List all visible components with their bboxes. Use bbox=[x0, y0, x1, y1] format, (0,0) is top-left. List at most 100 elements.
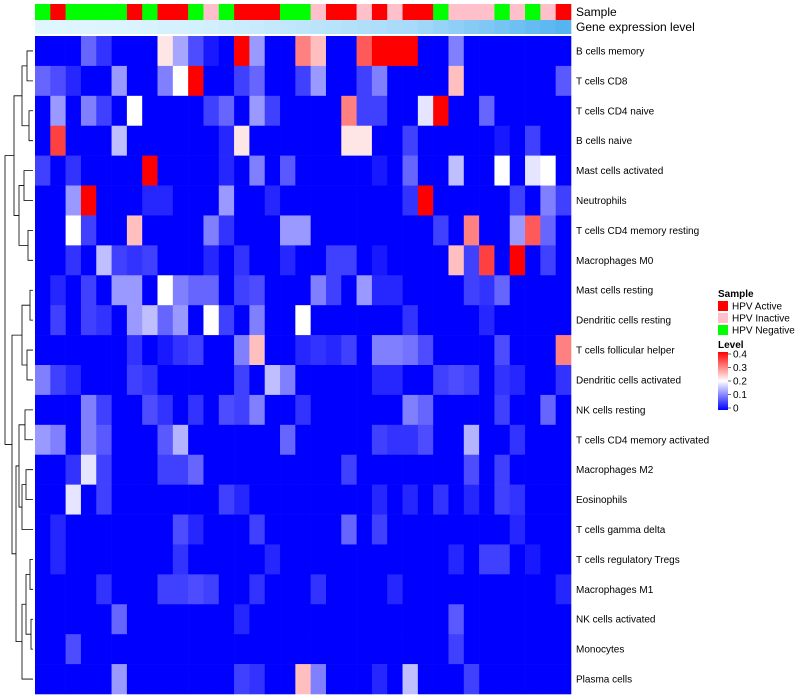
gene-expression-annotation-cell bbox=[555, 20, 572, 34]
heatmap-cell bbox=[417, 215, 434, 246]
heatmap-cell bbox=[463, 484, 480, 515]
heatmap-cell bbox=[96, 275, 112, 306]
heatmap-cell bbox=[96, 335, 112, 366]
heatmap-cell bbox=[142, 604, 158, 635]
heatmap-cell bbox=[111, 514, 128, 545]
heatmap-cell bbox=[555, 245, 572, 276]
heatmap-cell bbox=[325, 365, 342, 396]
gene-expression-annotation-cell bbox=[249, 20, 266, 34]
heatmap-cell bbox=[295, 155, 311, 186]
heatmap-cell bbox=[111, 634, 128, 665]
heatmap-cell bbox=[295, 365, 311, 396]
heatmap-cell bbox=[494, 664, 511, 695]
heatmap-cell bbox=[463, 335, 480, 366]
heatmap-cell bbox=[264, 544, 281, 575]
heatmap-cell bbox=[417, 394, 434, 426]
heatmap-cell bbox=[50, 514, 66, 545]
heatmap-cell bbox=[371, 36, 388, 67]
heatmap-cell bbox=[50, 454, 66, 485]
heatmap-cell bbox=[188, 484, 204, 515]
heatmap-cell bbox=[509, 365, 526, 396]
gene-expression-annotation-cell bbox=[479, 20, 495, 34]
heatmap-cell bbox=[35, 424, 51, 456]
row-label: Monocytes bbox=[576, 645, 624, 656]
gene-expression-annotation-cell bbox=[80, 20, 97, 34]
heatmap-cell bbox=[479, 634, 495, 665]
heatmap-cell bbox=[433, 484, 449, 515]
heatmap-cell bbox=[249, 155, 266, 186]
heatmap-cell bbox=[172, 664, 189, 695]
heatmap-cell bbox=[172, 484, 189, 515]
row-labels: B cells memory T cells CD8 T cells CD4 nai… bbox=[576, 46, 709, 685]
heatmap-cell bbox=[433, 155, 449, 186]
heatmap-cell bbox=[448, 664, 465, 695]
heatmap-cell bbox=[157, 36, 174, 67]
heatmap-cell bbox=[479, 125, 495, 156]
heatmap-cell bbox=[402, 484, 419, 515]
heatmap-cell bbox=[448, 305, 465, 336]
heatmap-cell bbox=[35, 36, 51, 67]
heatmap-cell bbox=[142, 185, 158, 216]
heatmap-cell bbox=[341, 394, 357, 426]
heatmap-cell bbox=[371, 634, 388, 665]
heatmap-cell bbox=[249, 365, 266, 396]
heatmap-cell bbox=[555, 305, 572, 336]
heatmap-cell bbox=[218, 305, 235, 336]
heatmap-cell bbox=[111, 95, 128, 127]
gene-expression-annotation-cell bbox=[264, 20, 281, 34]
heatmap-cell bbox=[494, 65, 511, 97]
row-label: Neutrophils bbox=[576, 196, 627, 207]
heatmap-cell bbox=[494, 305, 511, 336]
heatmap-cell bbox=[111, 65, 128, 97]
heatmap-cell bbox=[509, 424, 526, 456]
heatmap-cell bbox=[479, 544, 495, 575]
dendrogram-branch bbox=[21, 484, 33, 530]
heatmap-cell bbox=[325, 185, 342, 216]
heatmap-cell bbox=[65, 394, 82, 426]
heatmap-cell bbox=[96, 185, 112, 216]
dendrogram-branch bbox=[4, 155, 14, 445]
sample-annotation-cell bbox=[249, 4, 266, 20]
heatmap-cell bbox=[433, 514, 449, 545]
heatmap-cell bbox=[142, 664, 158, 695]
heatmap-cell bbox=[295, 215, 311, 246]
heatmap-cell bbox=[264, 125, 281, 156]
heatmap-cell bbox=[295, 514, 311, 545]
heatmap-cell bbox=[448, 125, 465, 156]
heatmap-cell bbox=[50, 185, 66, 216]
heatmap-cell bbox=[387, 335, 403, 366]
heatmap-cell bbox=[479, 155, 495, 186]
heatmap-cell bbox=[402, 185, 419, 216]
heatmap-cell bbox=[479, 215, 495, 246]
heatmap-cell bbox=[80, 454, 97, 485]
heatmap-cell bbox=[126, 604, 143, 635]
heatmap-cell bbox=[264, 185, 281, 216]
heatmap-cell bbox=[142, 36, 158, 67]
heatmap-cell bbox=[341, 275, 357, 306]
heatmap-cell bbox=[172, 604, 189, 635]
heatmap-cell bbox=[111, 484, 128, 515]
heatmap-cell bbox=[157, 275, 174, 306]
heatmap-cell bbox=[172, 544, 189, 575]
sample-annotation-cell bbox=[142, 4, 158, 20]
heatmap-cell bbox=[50, 155, 66, 186]
row-label: B cells naive bbox=[576, 136, 633, 147]
heatmap-cell bbox=[264, 514, 281, 545]
row-label: NK cells resting bbox=[576, 405, 645, 416]
heatmap-cell bbox=[172, 155, 189, 186]
gene-expression-annotation-cell bbox=[295, 20, 311, 34]
heatmap-cell bbox=[525, 514, 541, 545]
gene-expression-annotation-cell bbox=[417, 20, 434, 34]
heatmap-cell bbox=[448, 604, 465, 635]
heatmap-cell bbox=[172, 514, 189, 545]
sample-annotation-cell bbox=[387, 4, 403, 20]
heatmap-cell bbox=[65, 245, 82, 276]
heatmap-cell bbox=[402, 574, 419, 605]
heatmap-cell bbox=[540, 155, 556, 186]
heatmap-cell bbox=[310, 484, 327, 515]
heatmap-cell bbox=[402, 215, 419, 246]
heatmap-cell bbox=[310, 245, 327, 276]
heatmap-cell bbox=[356, 155, 373, 186]
heatmap-cell bbox=[35, 544, 51, 575]
